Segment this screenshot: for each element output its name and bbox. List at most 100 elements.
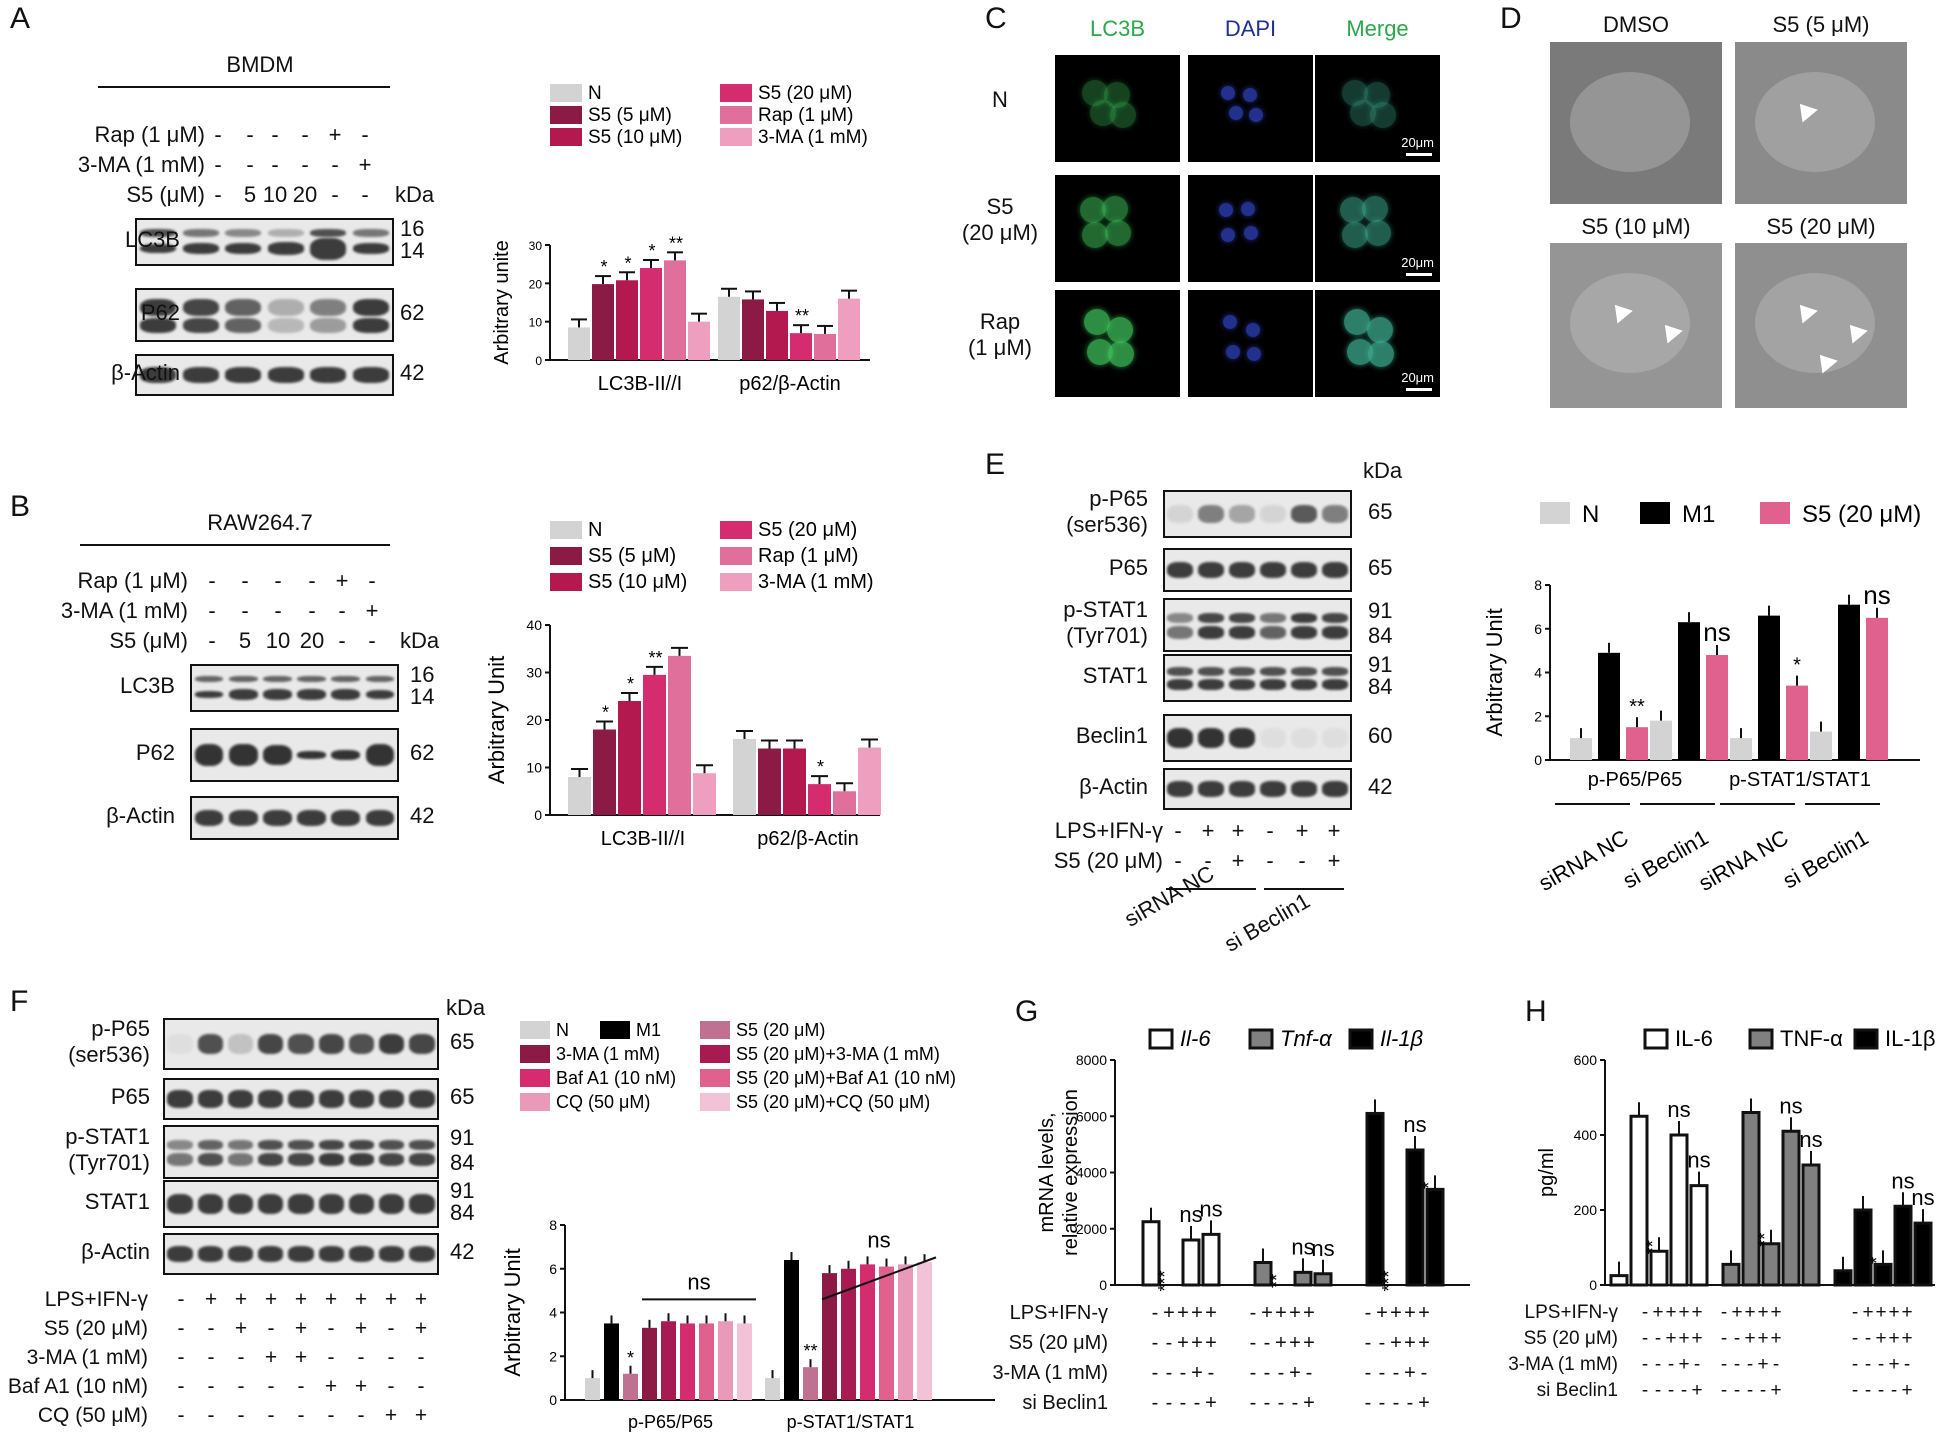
chart-b-y-tick-label: 0 — [534, 807, 542, 823]
panel-b-treat-sign: - — [368, 568, 376, 593]
chart-g-bar — [1293, 1270, 1313, 1287]
panel-e-blot-2-band — [1167, 612, 1194, 623]
panel-c-column-title: DAPI — [1224, 16, 1277, 41]
panel-h-treat-sign: + — [1757, 1302, 1769, 1323]
panel-f-blot-2-band — [409, 1139, 435, 1150]
panel-a-p62-band — [225, 298, 262, 317]
chart-a-group-label: p62/β-Actin — [739, 373, 841, 395]
panel-b-treat-row-label: Rap (1 μM) — [77, 568, 188, 593]
panel-f-blot-1-band — [197, 1090, 223, 1108]
chart-h-legend-swatch — [1748, 1028, 1774, 1050]
chart-h-bar — [1913, 1221, 1933, 1287]
chart-h-y-label: pg/ml — [1536, 1148, 1558, 1197]
panel-e-blot-3-label: STAT1 — [1082, 663, 1148, 688]
chart-a-legend-label: S5 (20 μM) — [758, 83, 852, 104]
panel-f-treat-sign: - — [387, 1346, 395, 1369]
panel-b-treat-sign: - — [308, 568, 316, 593]
panel-e-blot-4-band — [1259, 728, 1286, 748]
panel-h-treat-sign: - — [1733, 1328, 1741, 1349]
panel-e-treat-sign: - — [1266, 818, 1274, 843]
panel-e-blot-2-band — [1167, 626, 1194, 639]
panel-h-treat-sign: - — [1772, 1354, 1780, 1375]
panel-b-p62-band — [331, 750, 361, 760]
panel-g-treat-sign: + — [1404, 1332, 1416, 1354]
panel-b-lc3b-label: LC3B — [119, 673, 175, 698]
panel-f-blot-4-band — [318, 1246, 344, 1262]
panel-c-cell — [1084, 309, 1110, 335]
panel-e-blot-2-band — [1229, 626, 1256, 639]
chart-g-legend-swatch — [1248, 1028, 1274, 1050]
panel-e-blot-0-band — [1167, 505, 1194, 523]
chart-h-significance: ns — [1667, 1097, 1690, 1122]
panel-h-treat-sign: - — [1733, 1354, 1741, 1375]
panel-b-treat-sign: - — [308, 598, 316, 623]
chart-e-legend-label: N — [1582, 501, 1599, 528]
panel-e-blot-2-band — [1198, 612, 1225, 623]
panel-b-actin-band — [365, 810, 395, 826]
panel-a-treat-sign: 5 — [243, 182, 257, 207]
panel-c-cell — [1370, 102, 1396, 128]
chart-e-y-tick-label: 8 — [1534, 577, 1542, 593]
panel-f-blot-3-band — [378, 1194, 405, 1214]
panel-b-lc3b-band — [228, 676, 258, 683]
panel-b-lc3b-band — [297, 676, 326, 683]
chart-b-significance: * — [602, 703, 609, 723]
panel-f-blot-2-band — [258, 1153, 284, 1166]
chart-f-bar — [784, 1260, 799, 1400]
chart-a-bar — [814, 333, 836, 360]
panel-f-treat-sign: - — [327, 1404, 335, 1427]
panel-e-blot-1-band — [1259, 562, 1286, 578]
chart-g-y-tick-label: 0 — [1099, 1277, 1107, 1293]
panel-b-p62-band — [297, 751, 326, 759]
panel-g-treat-sign: - — [1364, 1362, 1372, 1384]
panel-e-blot-4-band — [1290, 728, 1317, 748]
chart-a-bar — [688, 321, 710, 360]
chart-g-y-label: relative expression — [1060, 1089, 1082, 1256]
panel-f-blot-2-band — [348, 1153, 375, 1166]
chart-h-legend-swatch — [1643, 1028, 1669, 1050]
panel-h-treat-sign: + — [1901, 1302, 1913, 1323]
chart-f-y-tick-label: 2 — [549, 1348, 557, 1364]
panel-c-cell — [1364, 82, 1390, 108]
chart-a-bar — [742, 299, 764, 360]
panel-f-blot-3-label: STAT1 — [84, 1189, 150, 1214]
chart-e-significance: ** — [1629, 696, 1645, 718]
panel-f-treat-sign: - — [237, 1375, 245, 1398]
panel-d-micrograph — [1735, 42, 1907, 204]
panel-g-treat-sign: - — [1151, 1332, 1159, 1354]
chart-b-legend-label: 3-MA (1 mM) — [758, 571, 874, 593]
panel-a-lc3b-band — [310, 237, 347, 260]
panel-b-treat-row-label: 3-MA (1 mM) — [60, 598, 188, 623]
panel-f-treat-sign: - — [357, 1404, 365, 1427]
chart-f-bar — [803, 1367, 818, 1400]
chart-g-legend-label: Tnf-α — [1280, 1026, 1333, 1051]
chart-b-bar — [733, 739, 756, 815]
panel-d-structure — [1570, 72, 1690, 172]
panel-a-lc3b-band — [140, 229, 177, 238]
panel-g-treat-sign: + — [1191, 1332, 1203, 1354]
panel-e-blot-5-band — [1167, 781, 1194, 797]
panel-e-blot-4-blot — [1163, 714, 1352, 762]
panel-e-blot-1-band — [1167, 562, 1194, 578]
panel-e-treat-sign: + — [1327, 848, 1341, 873]
chart-e-significance: * — [1793, 655, 1801, 677]
panel-e-treat-sign: + — [1231, 848, 1245, 873]
panel-g-treat-sign: - — [1151, 1362, 1159, 1384]
panel-h-treat-sign: - — [1654, 1380, 1662, 1401]
chart-a-legend-swatch — [550, 128, 582, 146]
panel-g-treat-sign: - — [1179, 1362, 1187, 1384]
panel-g-treat-sign: + — [1205, 1302, 1217, 1324]
panel-b-actin-band — [297, 810, 326, 826]
chart-a-legend-swatch — [550, 84, 582, 102]
chart-f-significance: ** — [803, 1341, 817, 1361]
panel-c-micrograph — [1188, 290, 1313, 397]
panel-e-blot-3-band — [1290, 679, 1317, 691]
chart-h-bar — [1721, 1262, 1741, 1287]
panel-d-title: DMSO — [1603, 12, 1669, 37]
panel-a-p62-label: P62 — [140, 300, 180, 325]
chart-a-bar — [718, 296, 740, 360]
panel-b-treat-sign: + — [365, 598, 379, 623]
panel-e-blot-1-band — [1290, 562, 1317, 578]
panel-c-micrograph — [1055, 290, 1180, 397]
